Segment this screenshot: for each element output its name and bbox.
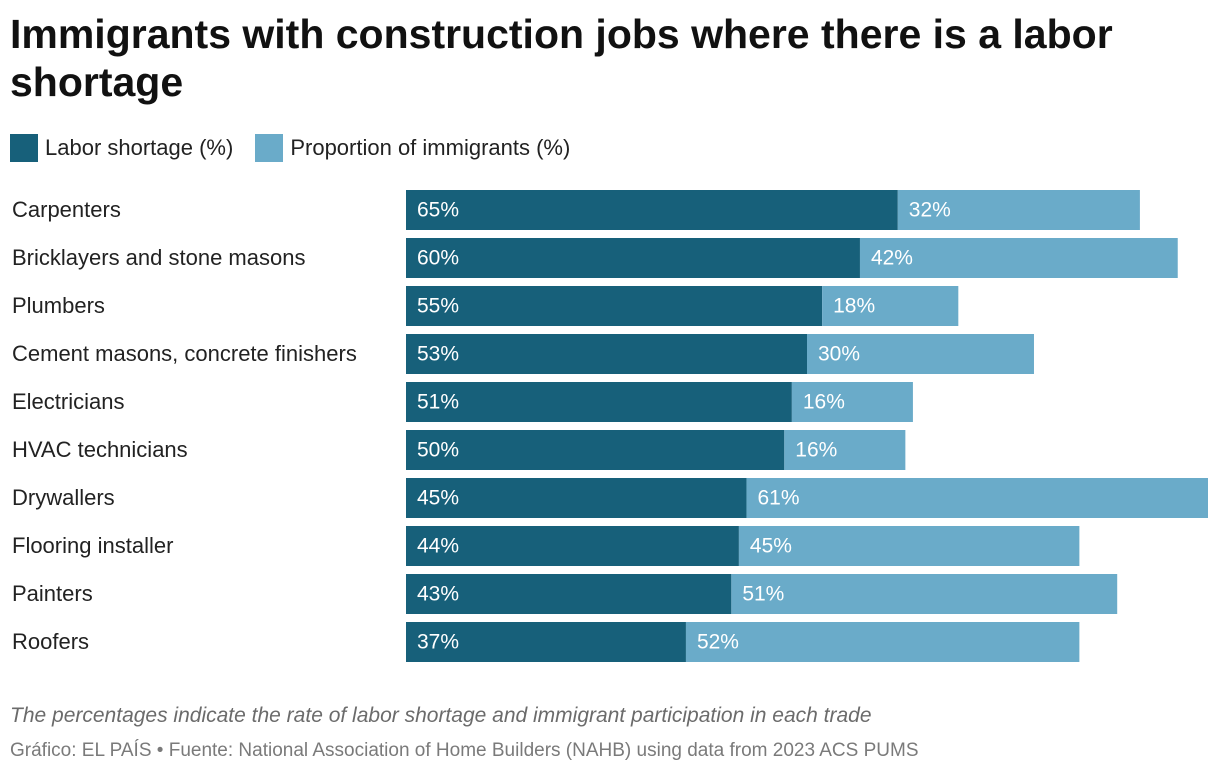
value-label-labor-shortage-painters: 43% bbox=[417, 583, 459, 606]
chart-note: The percentages indicate the rate of lab… bbox=[10, 704, 872, 727]
bar-immigrants-roofers bbox=[685, 622, 1080, 662]
chart-title: Immigrants with construction jobs where … bbox=[10, 11, 1113, 105]
bar-labor-shortage-flooring-installer bbox=[406, 526, 739, 566]
bar-labor-shortage-drywallers bbox=[406, 478, 747, 518]
legend-swatch-immigrants bbox=[255, 134, 284, 162]
legend-label-labor-shortage: Labor shortage (%) bbox=[45, 135, 234, 160]
value-label-immigrants-cement-masons-concrete-finishers: 30% bbox=[818, 343, 860, 366]
value-label-immigrants-painters: 51% bbox=[742, 583, 784, 606]
value-label-labor-shortage-bricklayers-and-stone-masons: 60% bbox=[417, 247, 459, 270]
bar-labor-shortage-plumbers bbox=[406, 286, 823, 326]
bar-immigrants-drywallers bbox=[746, 478, 1208, 518]
value-label-immigrants-roofers: 52% bbox=[697, 631, 739, 654]
value-label-labor-shortage-drywallers: 45% bbox=[417, 487, 459, 510]
value-label-labor-shortage-hvac-technicians: 50% bbox=[417, 439, 459, 462]
bar-labor-shortage-painters bbox=[406, 574, 732, 614]
legend: Labor shortage (%) Proportion of immigra… bbox=[10, 132, 592, 164]
bar-chart: Carpenters 65% 32% Bricklayers and stone ma… bbox=[12, 190, 1208, 662]
category-label-plumbers: Plumbers bbox=[12, 293, 105, 318]
bar-immigrants-flooring-installer bbox=[738, 526, 1080, 566]
value-label-labor-shortage-flooring-installer: 44% bbox=[417, 535, 459, 558]
value-label-labor-shortage-plumbers: 55% bbox=[417, 295, 459, 318]
bar-immigrants-painters bbox=[731, 574, 1118, 614]
legend-item-immigrants: Proportion of immigrants (%) bbox=[255, 134, 570, 162]
bar-labor-shortage-carpenters bbox=[406, 190, 898, 230]
value-label-labor-shortage-electricians: 51% bbox=[417, 391, 459, 414]
value-label-labor-shortage-carpenters: 65% bbox=[417, 199, 459, 222]
category-label-painters: Painters bbox=[12, 581, 93, 606]
value-label-immigrants-hvac-technicians: 16% bbox=[795, 439, 837, 462]
bar-immigrants-cement-masons-concrete-finishers bbox=[807, 334, 1034, 374]
bar-immigrants-electricians bbox=[791, 382, 913, 422]
category-label-drywallers: Drywallers bbox=[12, 485, 115, 510]
legend-item-labor-shortage: Labor shortage (%) bbox=[10, 134, 233, 162]
value-label-immigrants-carpenters: 32% bbox=[909, 199, 951, 222]
category-label-bricklayers-and-stone-masons: Bricklayers and stone masons bbox=[12, 245, 305, 270]
value-label-immigrants-plumbers: 18% bbox=[833, 295, 875, 318]
category-label-flooring-installer: Flooring installer bbox=[12, 533, 173, 558]
category-label-carpenters: Carpenters bbox=[12, 197, 121, 222]
bar-immigrants-carpenters bbox=[897, 190, 1140, 230]
category-label-cement-masons-concrete-finishers: Cement masons, concrete finishers bbox=[12, 341, 357, 366]
value-label-labor-shortage-roofers: 37% bbox=[417, 631, 459, 654]
value-label-immigrants-electricians: 16% bbox=[803, 391, 845, 414]
value-label-immigrants-flooring-installer: 45% bbox=[750, 535, 792, 558]
value-label-immigrants-drywallers: 61% bbox=[757, 487, 799, 510]
category-label-electricians: Electricians bbox=[12, 389, 124, 414]
legend-swatch-labor-shortage bbox=[10, 134, 38, 162]
category-label-hvac-technicians: HVAC technicians bbox=[12, 437, 188, 462]
bar-immigrants-hvac-technicians bbox=[784, 430, 906, 470]
value-label-immigrants-bricklayers-and-stone-masons: 42% bbox=[871, 247, 913, 270]
bar-labor-shortage-roofers bbox=[406, 622, 686, 662]
category-label-roofers: Roofers bbox=[12, 629, 89, 654]
bar-immigrants-plumbers bbox=[822, 286, 959, 326]
bar-labor-shortage-cement-masons-concrete-finishers bbox=[406, 334, 807, 374]
bar-labor-shortage-bricklayers-and-stone-masons bbox=[406, 238, 860, 278]
chart-source: Gráfico: EL PAÍS • Fuente: National Asso… bbox=[10, 740, 919, 761]
legend-label-immigrants: Proportion of immigrants (%) bbox=[290, 135, 571, 160]
value-label-labor-shortage-cement-masons-concrete-finishers: 53% bbox=[417, 343, 459, 366]
bar-labor-shortage-electricians bbox=[406, 382, 792, 422]
bar-immigrants-bricklayers-and-stone-masons bbox=[859, 238, 1178, 278]
bar-labor-shortage-hvac-technicians bbox=[406, 430, 785, 470]
